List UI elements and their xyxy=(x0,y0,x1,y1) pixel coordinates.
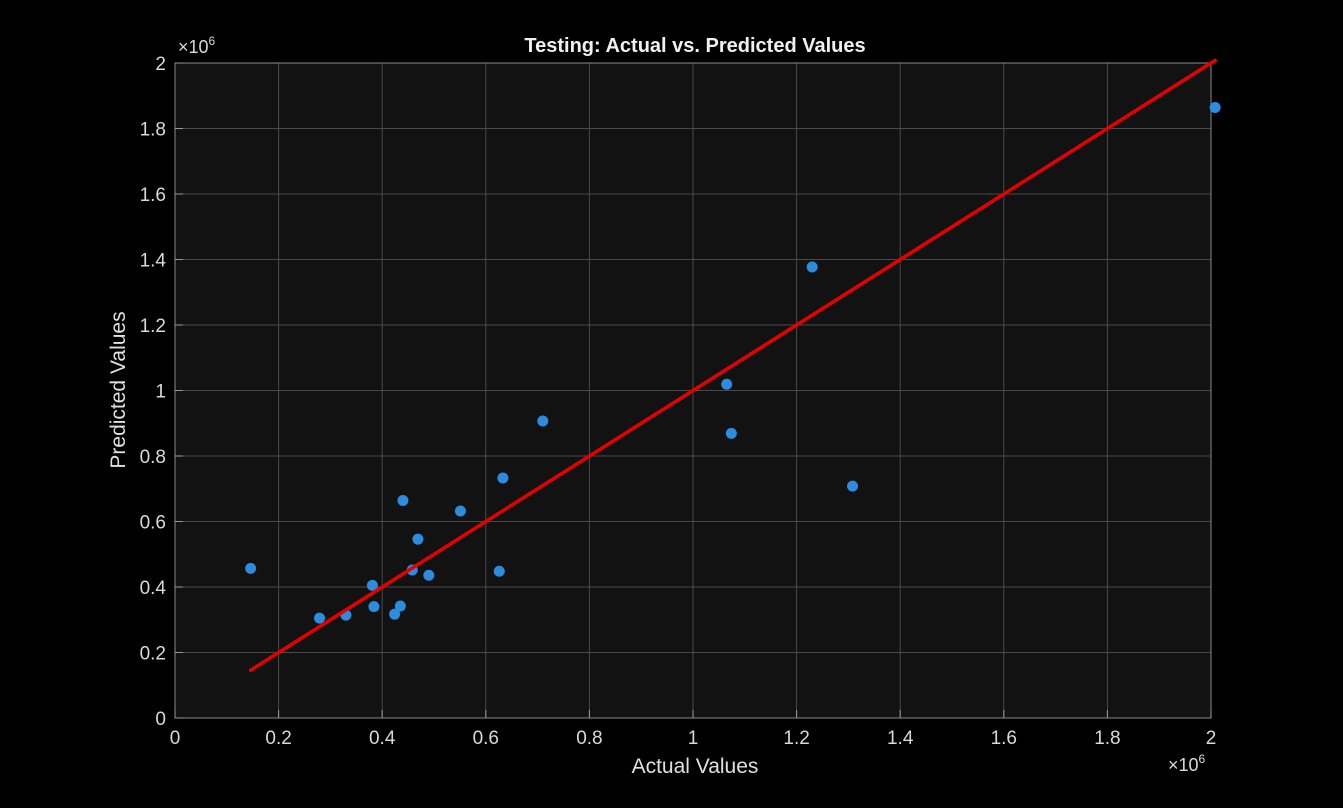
data-point xyxy=(412,533,424,545)
y-tick-label: 0 xyxy=(155,709,166,730)
data-point xyxy=(397,495,409,507)
y-tick-label: 2 xyxy=(155,54,166,75)
x-axis-exponent: ×106 xyxy=(1168,752,1206,775)
y-exponent-base: ×10 xyxy=(178,37,209,57)
y-tick-label: 1.4 xyxy=(140,251,167,272)
y-tick-label: 0.4 xyxy=(140,578,167,599)
data-point xyxy=(366,579,378,591)
x-tick-label: 1.2 xyxy=(783,728,809,749)
y-tick-label: 1.6 xyxy=(140,185,166,206)
x-axis-label: Actual Values xyxy=(632,755,759,778)
y-tick-label: 0.6 xyxy=(140,513,166,534)
x-tick-label: 1.4 xyxy=(887,728,914,749)
data-point xyxy=(368,601,380,613)
data-point xyxy=(245,562,257,574)
y-tick-label: 1.8 xyxy=(140,120,166,141)
data-point xyxy=(806,261,818,273)
y-tick-label: 1.2 xyxy=(140,316,166,337)
y-axis-label: Predicted Values xyxy=(107,311,130,468)
x-tick-label: 0 xyxy=(170,728,181,749)
data-point xyxy=(725,427,737,439)
x-tick-label: 1.8 xyxy=(1094,728,1120,749)
x-tick-label: 0.8 xyxy=(576,728,602,749)
data-point xyxy=(389,608,401,620)
data-point xyxy=(1209,102,1221,114)
x-exponent-power: 6 xyxy=(1199,752,1206,766)
y-tick-label: 1 xyxy=(155,382,166,403)
axis-ticks: 0 0.2 0.4 0.6 0.8 1 1.2 1.4 1.6 1.8 2 0 0.2 0.4 0.6 0.8… xyxy=(140,54,1217,749)
x-tick-label: 1 xyxy=(688,728,699,749)
x-exponent-base: ×10 xyxy=(1168,755,1199,775)
data-point xyxy=(537,415,549,427)
x-tick-label: 1.6 xyxy=(991,728,1017,749)
x-tick-label: 0.4 xyxy=(369,728,396,749)
data-point xyxy=(454,505,466,517)
chart-title: Testing: Actual vs. Predicted Values xyxy=(524,35,865,57)
data-point xyxy=(394,600,406,612)
fit-line xyxy=(248,58,1217,672)
data-point xyxy=(497,472,509,484)
y-exponent-power: 6 xyxy=(209,34,216,48)
data-point xyxy=(423,569,435,581)
data-point xyxy=(314,612,326,624)
y-tick-label: 0.2 xyxy=(140,644,166,665)
y-axis-exponent: ×106 xyxy=(178,34,216,57)
fit-line-group xyxy=(248,58,1217,672)
x-tick-label: 0.2 xyxy=(265,728,291,749)
y-tick-label: 0.8 xyxy=(140,447,166,468)
x-tick-label: 2 xyxy=(1206,728,1217,749)
data-point xyxy=(847,480,859,492)
x-tick-label: 0.6 xyxy=(473,728,499,749)
data-point xyxy=(493,565,505,577)
data-point xyxy=(721,378,733,390)
